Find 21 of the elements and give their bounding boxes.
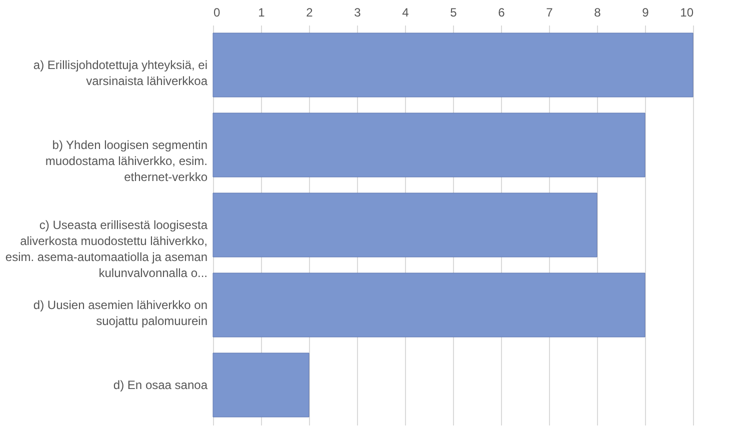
x-tick-label: 0 <box>214 6 220 20</box>
x-tick-label: 2 <box>306 6 314 20</box>
y-tick-label: a) Erillisjohdotettuja yhteyksiä, ei varsinaista lähiverkkoa <box>33 58 208 88</box>
bar <box>212 112 646 178</box>
x-tick-label: 1 <box>258 6 266 20</box>
bar <box>212 272 646 338</box>
bar <box>212 352 310 418</box>
x-tick-label: 6 <box>498 6 506 20</box>
bar <box>212 192 598 258</box>
y-tick-label: c) Useasta erillisestä loogisesta aliverkosta muodostettu lähiverkko, esim. asema-automaatiolla ja aseman kulunvalvonnalla o... <box>5 218 208 280</box>
x-tick-label: 8 <box>594 6 602 20</box>
y-tick-label: d) En osaa sanoa <box>113 378 208 392</box>
x-tick-label: 4 <box>402 6 410 20</box>
x-tick-label: 9 <box>642 6 650 20</box>
x-tick-label: 7 <box>546 6 554 20</box>
bar <box>212 32 694 98</box>
x-tick-label: 3 <box>354 6 362 20</box>
x-tick-label: 10 <box>680 6 694 20</box>
y-tick-label: b) Yhden loogisen segmentin muodostama lähiverkko, esim. ethernet-verkko <box>45 138 208 184</box>
x-tick-label: 5 <box>450 6 458 20</box>
y-tick-label: d) Uusien asemien lähiverkko on suojattu palomuurein <box>33 298 208 328</box>
